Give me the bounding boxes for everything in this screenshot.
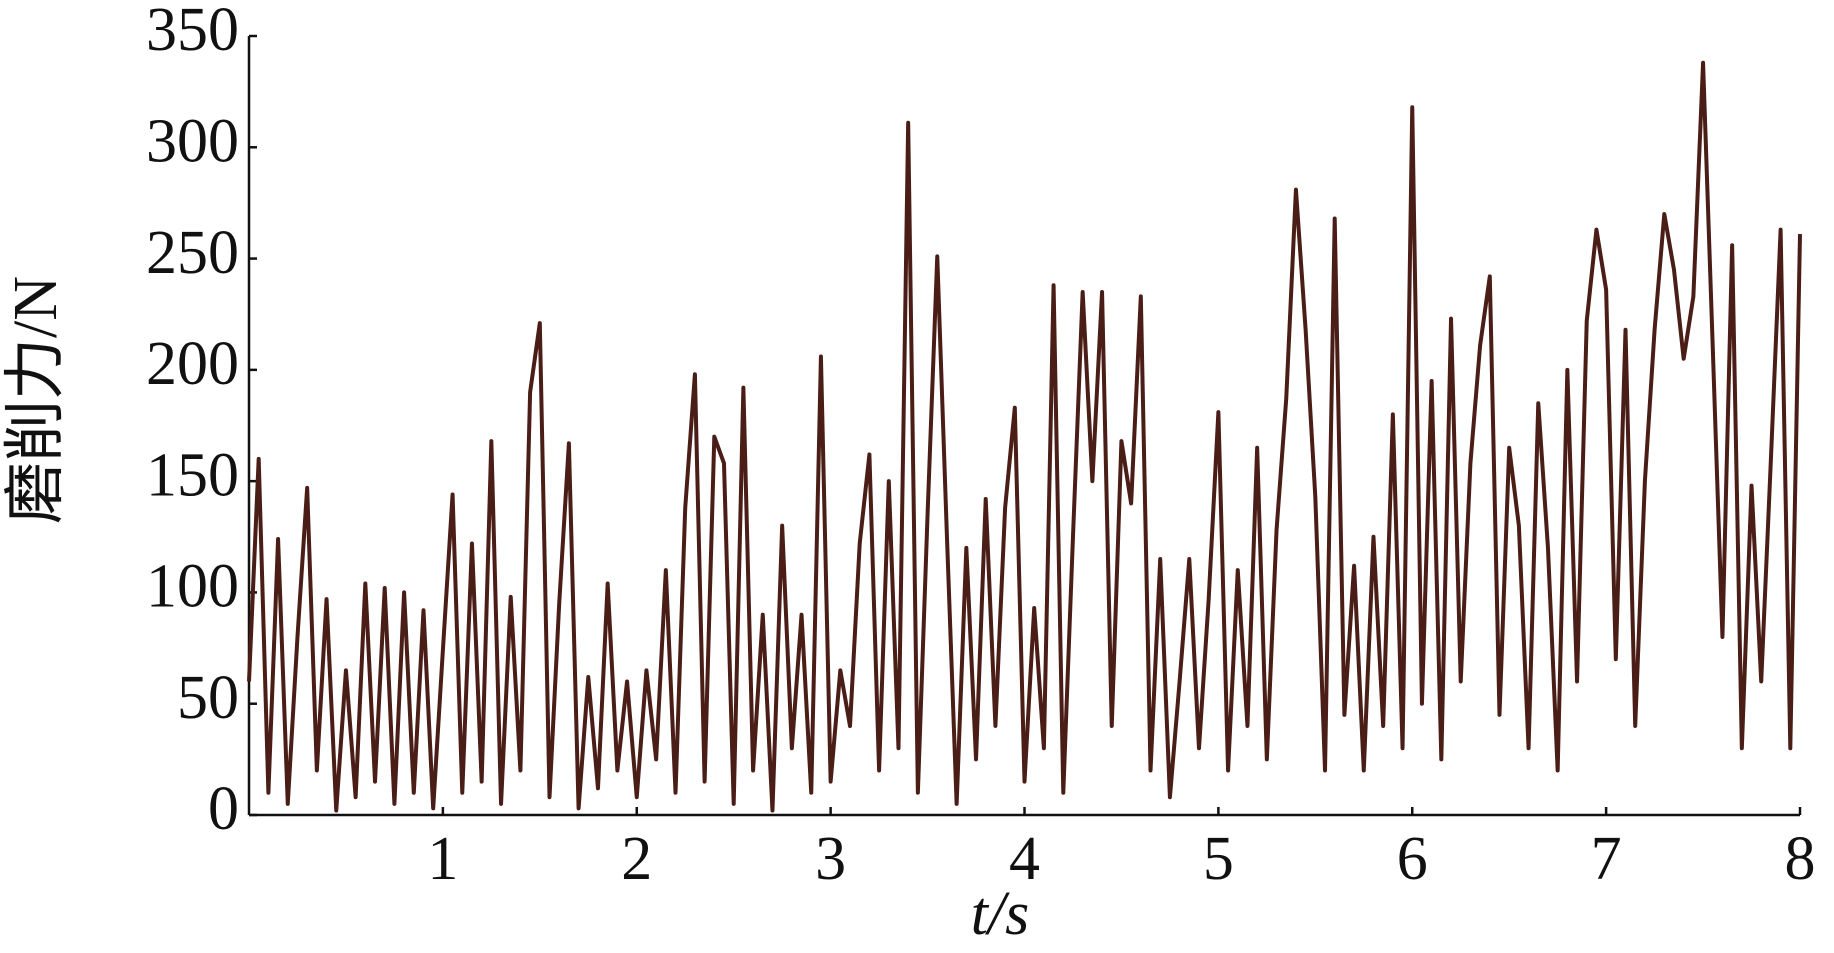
x-axis-label: t/s <box>971 880 1030 948</box>
x-tick-label: 1 <box>427 825 458 893</box>
line-series <box>247 60 1802 813</box>
y-axis-label: 磨削力/N <box>2 276 70 524</box>
x-tick-label: 3 <box>815 825 846 893</box>
y-tick-label: 0 <box>208 775 239 843</box>
x-tick-label: 7 <box>1591 825 1622 893</box>
y-tick-label: 50 <box>177 664 239 732</box>
y-tick-label: 350 <box>146 0 239 64</box>
y-tick-label: 100 <box>146 553 239 621</box>
x-tick-label: 4 <box>1009 825 1040 893</box>
x-tick-label: 8 <box>1785 825 1816 893</box>
x-tick-label: 6 <box>1397 825 1428 893</box>
y-tick-label: 300 <box>146 108 239 176</box>
x-tick-label: 5 <box>1203 825 1234 893</box>
y-tick-label: 150 <box>146 441 239 509</box>
y-tick-label: 200 <box>146 330 239 398</box>
x-tick-label: 2 <box>621 825 652 893</box>
y-tick-label: 250 <box>146 219 239 287</box>
